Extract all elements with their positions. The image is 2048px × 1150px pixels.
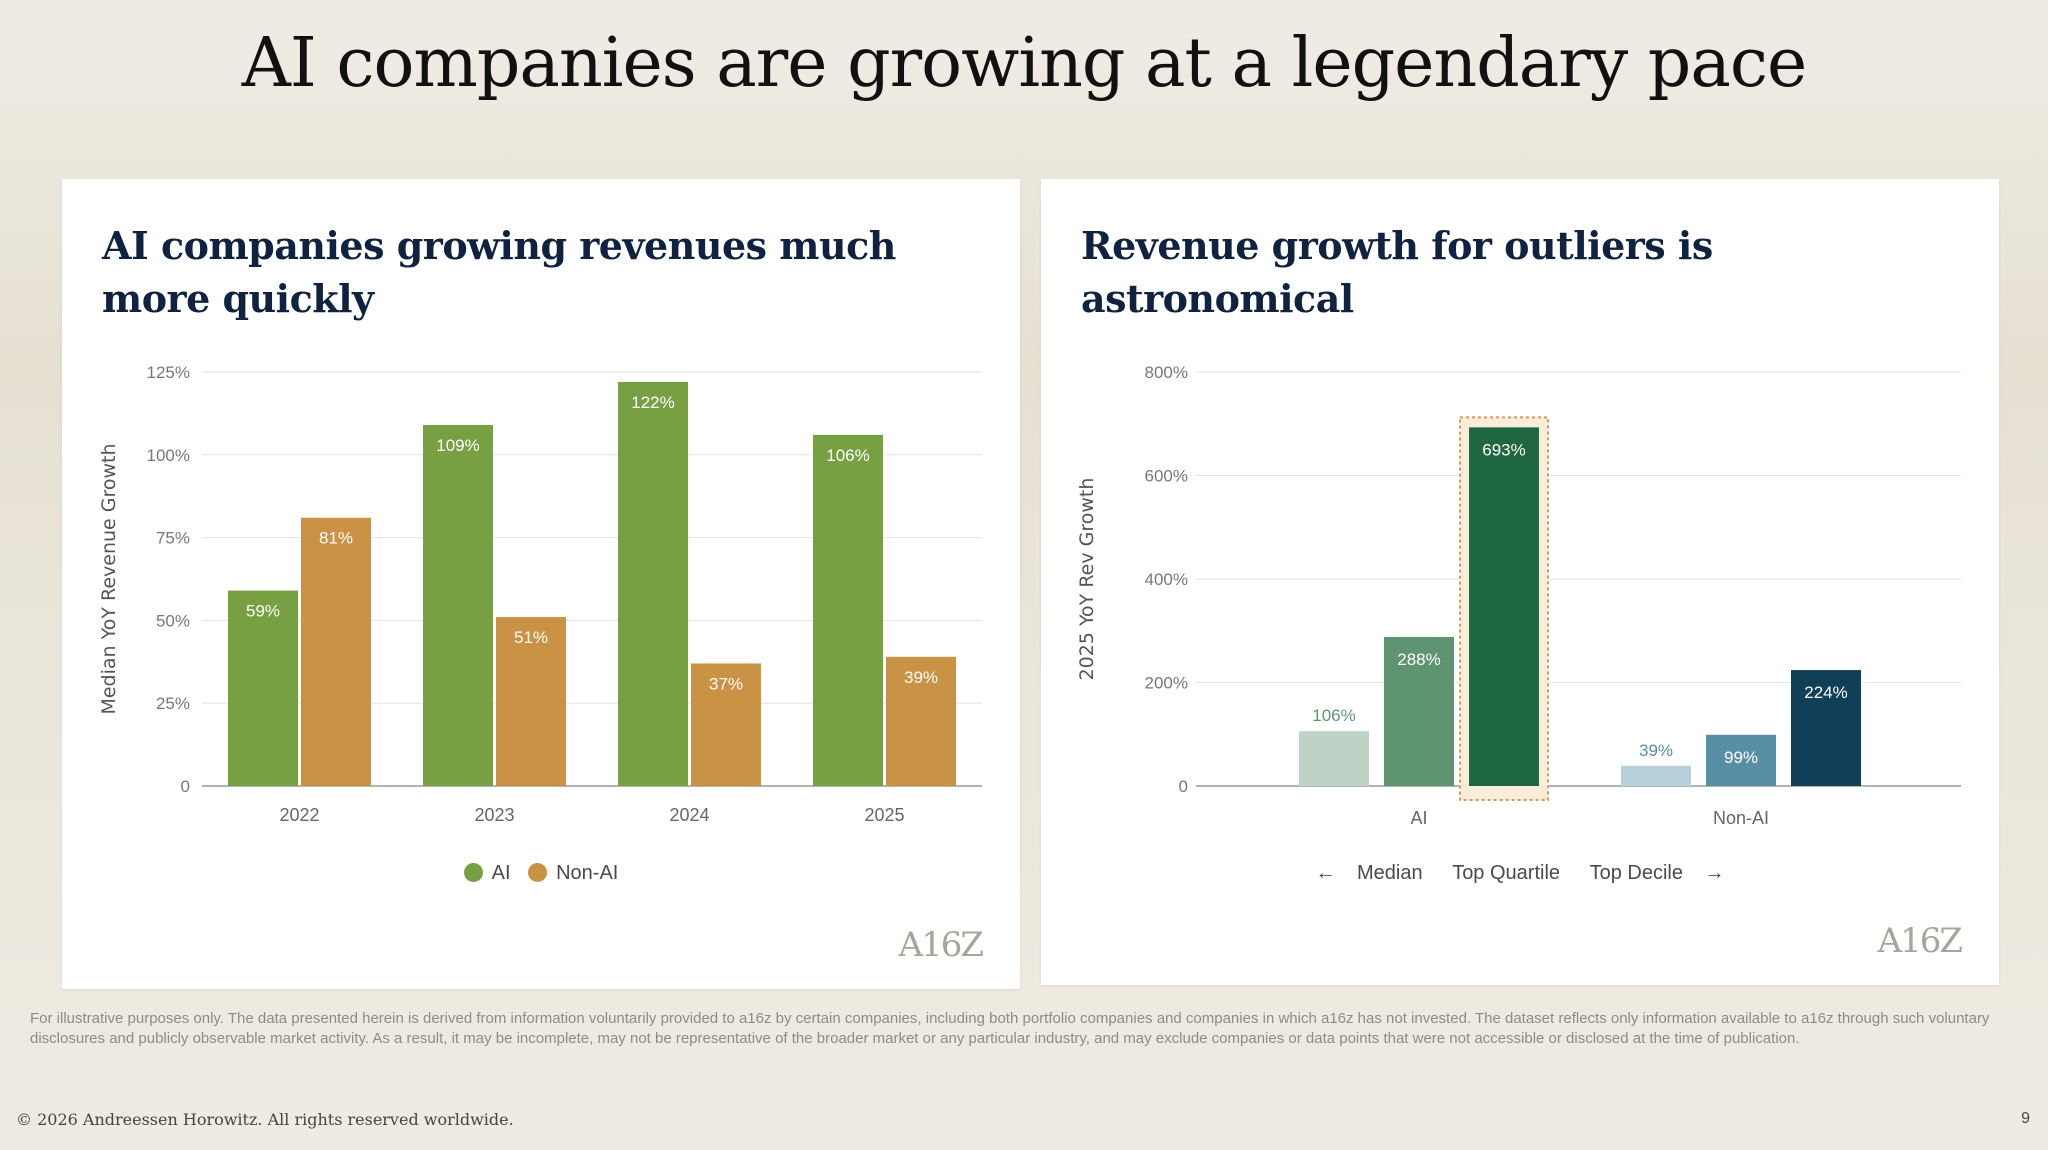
data-label: 37%	[709, 674, 743, 693]
data-label: 122%	[631, 393, 674, 412]
data-label: 99%	[1724, 748, 1758, 767]
data-label: 693%	[1482, 440, 1525, 459]
data-label: 288%	[1397, 650, 1440, 669]
legend-dot-nonai	[528, 863, 548, 882]
y-tick-label: 200%	[1145, 674, 1188, 693]
legend-label-nonai: Non-AI	[556, 862, 619, 884]
bar-topdecile-ai	[1469, 427, 1539, 786]
bar-nonai-2024	[691, 663, 761, 786]
chart-outliers: 0 200% 400% 600% 800% 2025 YoY Rev Growth AI 10…	[1076, 363, 1961, 828]
legend-dot-ai	[463, 863, 483, 882]
bar-ai-2023	[423, 424, 493, 786]
x-tick-label: 2022	[279, 805, 319, 825]
y-tick-label: 25%	[156, 694, 190, 713]
y-tick-label: 100%	[147, 446, 190, 465]
chart-card-ai-vs-nonai: AI companies growing revenues much more …	[62, 179, 1020, 989]
page-number: 9	[2021, 1110, 2030, 1127]
bar-topquartile-nonai	[1706, 734, 1776, 786]
x-tick-label: 2024	[669, 805, 709, 825]
arrow-right-icon: →	[1704, 862, 1725, 884]
bar-nonai-2025	[886, 656, 956, 786]
x-tick-label: Non-AI	[1713, 808, 1769, 828]
y-axis-label: Median YoY Revenue Growth	[98, 443, 120, 714]
data-label: 106%	[826, 446, 869, 465]
chart-title: Revenue growth for outliers is astronomi…	[1081, 223, 1713, 321]
legend-label-median: Median	[1357, 862, 1423, 884]
bar-ai-2024	[618, 381, 688, 786]
y-tick-label: 600%	[1145, 467, 1188, 486]
bar-median-nonai	[1621, 765, 1691, 786]
chart-ai-vs-nonai: 0 25% 50% 75% 100% 125% Median YoY Revenue Gro…	[98, 363, 982, 825]
legend-item-ai: AI	[463, 862, 511, 885]
legend-item-nonai: Non-AI	[528, 862, 618, 885]
data-label: 81%	[319, 529, 353, 548]
slide-title: AI companies are growing at a legendary …	[241, 24, 1807, 103]
y-tick-label: 0	[181, 777, 190, 796]
disclaimer-text: For illustrative purposes only. The data…	[30, 1010, 1990, 1047]
chart-legend: AI Non-AI	[62, 862, 1020, 885]
x-tick-label: 2023	[474, 805, 514, 825]
data-label: 106%	[1312, 706, 1355, 725]
y-tick-label: 800%	[1145, 363, 1188, 382]
legend-label-top-quartile: Top Quartile	[1452, 862, 1561, 884]
data-label: 224%	[1804, 683, 1847, 702]
legend-label-top-decile: Top Decile	[1589, 862, 1683, 884]
chart-card-outliers: Revenue growth for outliers is astronomi…	[1041, 179, 1999, 985]
bar-ai-2025	[813, 434, 883, 786]
y-axis-label: 2025 YoY Rev Growth	[1076, 478, 1098, 681]
data-label: 39%	[904, 668, 938, 687]
y-tick-label: 0	[1179, 777, 1188, 796]
bar-topdecile-nonai	[1791, 670, 1861, 786]
data-label: 109%	[436, 436, 479, 455]
a16z-logo: A16Z	[1877, 921, 1963, 961]
y-tick-label: 125%	[147, 363, 190, 382]
x-tick-label: 2025	[864, 805, 904, 825]
legend-item-top-decile: Top Decile →	[1582, 862, 1733, 884]
data-label: 59%	[246, 602, 280, 621]
chart-legend-arrows: ← Median Top Quartile Top Decile →	[1041, 862, 1999, 885]
legend-label-ai: AI	[491, 862, 511, 884]
y-tick-label: 400%	[1145, 570, 1188, 589]
legend-item-median: ← Median	[1307, 862, 1430, 884]
data-label: 51%	[514, 628, 548, 647]
bar-topquartile-ai	[1384, 636, 1454, 786]
bar-nonai-2023	[496, 617, 566, 786]
bar-median-ai	[1299, 731, 1369, 786]
y-tick-label: 75%	[156, 529, 190, 548]
y-tick-label: 50%	[156, 611, 190, 630]
a16z-logo: A16Z	[898, 925, 984, 965]
arrow-left-icon: ←	[1315, 862, 1336, 884]
x-tick-label: AI	[1410, 808, 1427, 828]
copyright-footer: © 2026 Andreessen Horowitz. All rights r…	[16, 1110, 514, 1129]
bar-ai-2022	[228, 590, 298, 786]
chart-title: AI companies growing revenues much more …	[102, 223, 896, 321]
data-label: 39%	[1639, 741, 1673, 760]
bar-nonai-2022	[301, 517, 371, 786]
